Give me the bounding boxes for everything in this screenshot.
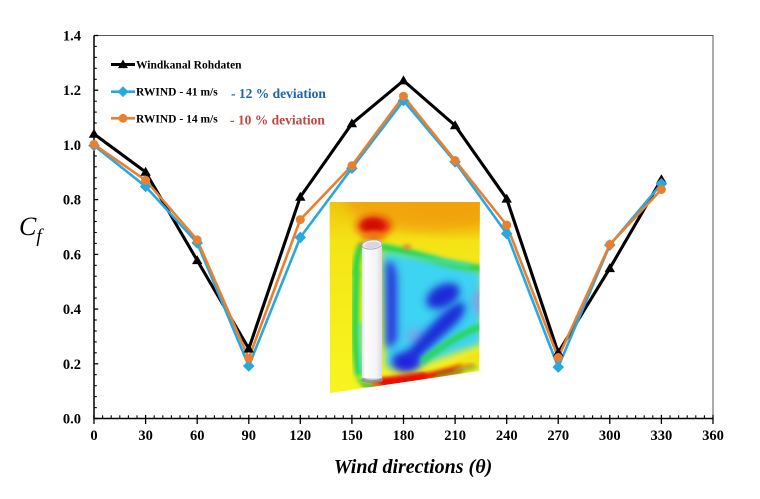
svg-text:RWIND - 14 m/s: RWIND - 14 m/s: [136, 113, 218, 125]
svg-text:150: 150: [341, 428, 363, 444]
svg-text:- 10 % deviation: - 10 % deviation: [230, 112, 325, 127]
svg-text:240: 240: [496, 428, 518, 444]
svg-text:30: 30: [138, 428, 153, 444]
svg-text:0.2: 0.2: [63, 357, 81, 373]
svg-text:360: 360: [702, 428, 724, 444]
svg-text:120: 120: [289, 428, 311, 444]
svg-text:Wind directions (θ): Wind directions (θ): [334, 456, 493, 478]
svg-text:Windkanal Rohdaten: Windkanal Rohdaten: [136, 60, 242, 72]
svg-text:210: 210: [444, 428, 466, 444]
svg-text:1.2: 1.2: [63, 83, 81, 99]
svg-text:- 12 % deviation: - 12 % deviation: [231, 86, 326, 101]
svg-text:270: 270: [547, 428, 569, 444]
svg-text:1.0: 1.0: [63, 138, 81, 154]
svg-text:0.0: 0.0: [63, 412, 81, 428]
svg-text:90: 90: [242, 428, 257, 444]
svg-text:RWIND - 41 m/s: RWIND - 41 m/s: [136, 87, 218, 99]
svg-text:0: 0: [90, 428, 97, 444]
svg-text:60: 60: [190, 428, 205, 444]
svg-text:180: 180: [393, 428, 415, 444]
svg-text:1.4: 1.4: [63, 29, 81, 45]
svg-text:0.8: 0.8: [63, 193, 81, 209]
svg-text:300: 300: [599, 428, 621, 444]
svg-text:0.6: 0.6: [63, 247, 81, 263]
svg-text:330: 330: [651, 428, 673, 444]
svg-text:0.4: 0.4: [63, 302, 81, 318]
